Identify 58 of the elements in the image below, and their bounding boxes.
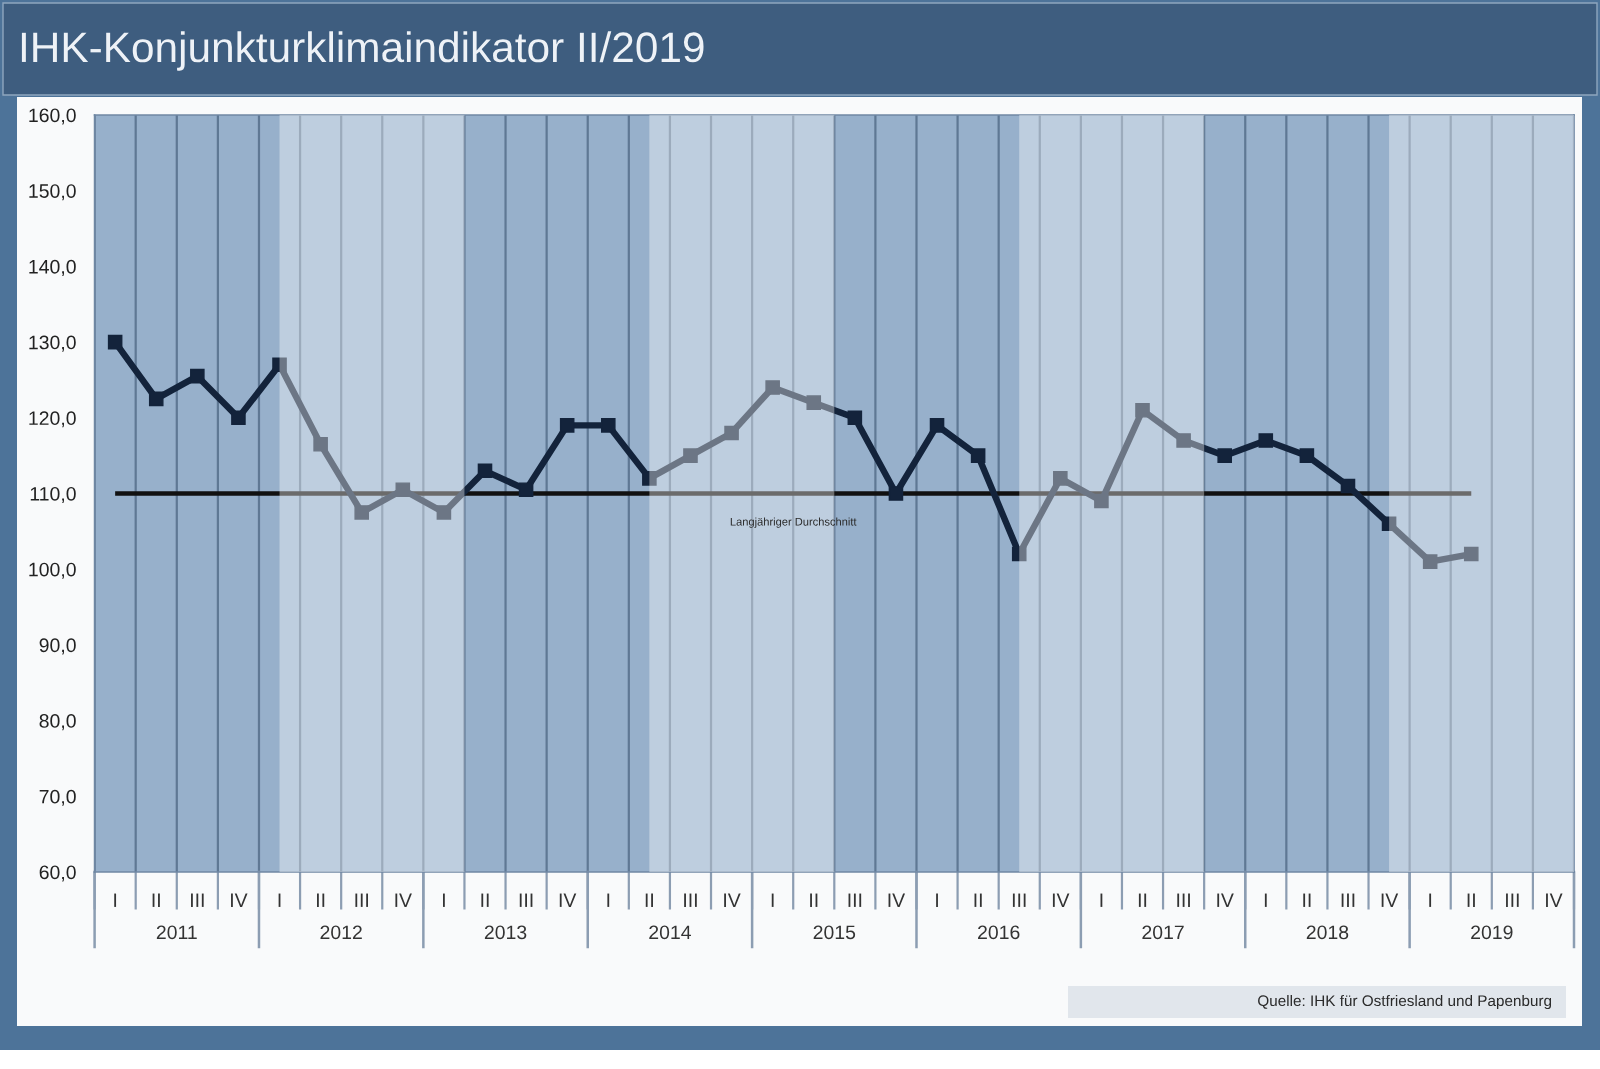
x-tick-label: IV — [888, 893, 906, 907]
y-tick-label: 80,0 — [39, 714, 76, 731]
x-tick-label: II — [1467, 893, 1475, 907]
text: 2018 — [1306, 925, 1349, 940]
x-tick-label: III — [519, 893, 533, 907]
x-tick-label: I — [443, 893, 445, 907]
y-tick-label: 90,0 — [39, 638, 76, 655]
x-tick-label: II — [1303, 893, 1311, 907]
x-tick-label: I — [278, 893, 281, 907]
x-tick-label: IV — [1052, 893, 1070, 907]
x-tick-label: III — [355, 893, 369, 907]
x-tick-label: I — [1100, 893, 1103, 907]
x-tick-label: II — [481, 893, 489, 907]
x-tick-label: IV — [1546, 893, 1563, 907]
x-tick-label: I — [1429, 893, 1432, 907]
x-tick-label: I — [771, 893, 774, 907]
y-tick-label: 60,0 — [39, 865, 76, 882]
x-tick-label: IV — [1381, 893, 1399, 907]
text: 2012 — [320, 925, 362, 940]
text: 2011 — [156, 925, 197, 940]
y-tick-label: 140,0 — [29, 259, 76, 276]
text: 2013 — [484, 925, 527, 940]
x-tick-label: III — [684, 893, 697, 907]
text: 2015 — [813, 925, 856, 940]
y-tick-label: 130,0 — [29, 335, 76, 352]
x-tick-label: II — [152, 893, 160, 907]
x-tick-label: IV — [724, 893, 741, 907]
text: 2014 — [649, 925, 691, 940]
x-tick-label: IV — [395, 893, 412, 907]
x-tick-label: II — [645, 893, 653, 907]
source-note: Quelle: IHK für Ostfriesland und Papenburg — [1258, 994, 1552, 1010]
chart-title: IHK-Konjunkturklimaindikator II/2019 — [21, 31, 704, 71]
x-tick-label: III — [848, 893, 862, 907]
y-tick-label: 100,0 — [29, 562, 76, 579]
x-tick-label: III — [1177, 893, 1190, 907]
text: 2016 — [978, 925, 1020, 940]
text: 2017 — [1142, 925, 1184, 940]
x-tick-label: II — [974, 893, 982, 907]
x-tick-label: III — [1012, 893, 1026, 907]
text: 2019 — [1471, 925, 1513, 940]
x-tick-label: I — [936, 893, 938, 907]
x-tick-label: I — [1264, 893, 1267, 907]
y-tick-label: 120,0 — [29, 411, 76, 428]
x-tick-label: IV — [1217, 893, 1234, 907]
x-tick-label: II — [810, 893, 818, 907]
x-tick-label: I — [607, 893, 610, 907]
x-tick-label: III — [1341, 893, 1355, 907]
x-tick-label: IV — [559, 893, 577, 907]
x-tick-label: IV — [231, 893, 248, 907]
x-tick-label: II — [317, 893, 325, 907]
y-tick-label: 110,0 — [30, 486, 76, 504]
x-tick-label: III — [191, 893, 204, 907]
y-tick-label: 160,0 — [29, 108, 76, 125]
x-tick-label: III — [1506, 893, 1519, 907]
y-tick-label: 150,0 — [29, 184, 76, 201]
y-tick-label: 70,0 — [39, 789, 76, 806]
x-tick-label: II — [1138, 893, 1147, 907]
x-tick-label: I — [114, 893, 117, 907]
